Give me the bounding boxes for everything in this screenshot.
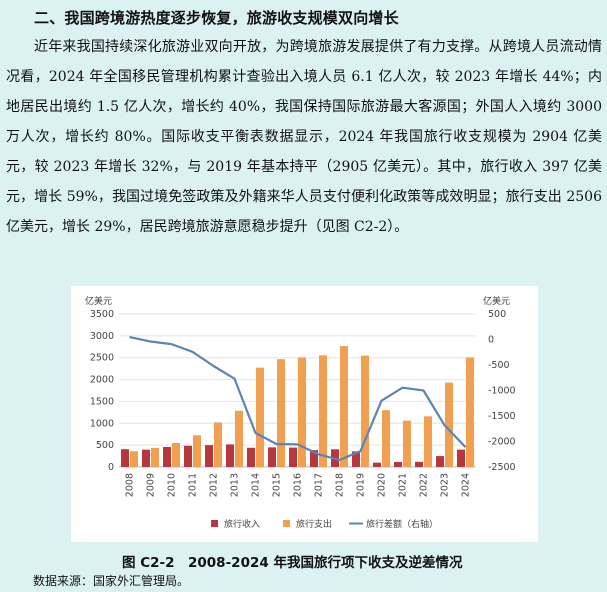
x-tick-label: 2012 xyxy=(209,473,220,497)
x-tick-label: 2015 xyxy=(272,473,283,497)
right-tick-label: -500 xyxy=(488,360,510,371)
x-tick-label: 2008 xyxy=(125,473,136,497)
x-tick-label: 2014 xyxy=(251,473,262,497)
legend-label: 旅行收入 xyxy=(224,518,260,530)
left-tick-label: 2000 xyxy=(90,375,114,386)
bar-expense xyxy=(361,355,369,467)
bar-expense xyxy=(277,359,285,467)
travel-balance-chart: 亿美元 亿美元 3500 3000 2500 2000 1500 1000 500 0 500 0 -5… xyxy=(71,286,538,542)
x-tick-label: 2020 xyxy=(377,473,388,497)
line-balance xyxy=(129,336,467,462)
data-source-note: 数据来源：国家外汇管理局。 xyxy=(33,574,190,588)
bar-income xyxy=(415,461,423,467)
x-tick-label: 2016 xyxy=(293,473,304,497)
bar-income xyxy=(352,451,360,467)
bar-income xyxy=(436,456,444,467)
left-tick-label: 1000 xyxy=(90,418,114,429)
bar-expense xyxy=(445,382,453,467)
legend-label: 旅行支出 xyxy=(296,518,332,530)
bar-expense xyxy=(403,420,411,467)
x-tick-label: 2011 xyxy=(188,473,199,497)
legend-label: 旅行差额（右轴） xyxy=(366,518,438,530)
bar-expense xyxy=(382,410,390,467)
right-tick-label: -1500 xyxy=(488,411,516,422)
bar-expense xyxy=(214,422,222,467)
bar-expense xyxy=(172,443,180,467)
x-tick-label: 2017 xyxy=(314,473,325,497)
x-tick-label: 2021 xyxy=(398,473,409,497)
legend-swatch xyxy=(283,520,290,527)
bar-expense xyxy=(151,447,159,467)
bar-expense xyxy=(340,346,348,467)
x-tick-label: 2010 xyxy=(167,473,178,497)
x-tick-label: 2009 xyxy=(146,473,157,497)
right-tick-label: -1000 xyxy=(488,386,516,397)
bar-expense xyxy=(466,357,474,467)
x-tick-label: 2023 xyxy=(440,473,451,497)
left-tick-label: 0 xyxy=(108,462,114,473)
bar-income xyxy=(226,444,234,467)
bar-income xyxy=(394,461,402,467)
x-tick-label: 2019 xyxy=(356,473,367,497)
right-tick-label: -2000 xyxy=(488,437,516,448)
bar-expense xyxy=(193,435,201,467)
section-heading: 二、我国跨境游热度逐步恢复，旅游收支规模双向增长 xyxy=(34,9,399,27)
x-tick-label: 2022 xyxy=(419,473,430,497)
bar-expense xyxy=(256,367,264,467)
bar-income xyxy=(457,449,465,467)
left-tick-label: 1500 xyxy=(90,396,114,407)
left-tick-label: 3500 xyxy=(90,309,114,320)
bar-income xyxy=(142,449,150,467)
bar-income xyxy=(310,450,318,467)
bar-income xyxy=(289,447,297,467)
right-tick-label: 0 xyxy=(488,335,494,346)
bar-income xyxy=(268,447,276,467)
right-axis-unit: 亿美元 xyxy=(483,295,510,307)
left-tick-label: 3000 xyxy=(90,331,114,342)
bar-expense xyxy=(424,416,432,467)
bar-expense xyxy=(130,451,138,467)
left-tick-label: 500 xyxy=(96,440,114,451)
body-paragraph: 近年来我国持续深化旅游业双向开放，为跨境旅游发展提供了有力支撑。从跨境人员流动情… xyxy=(6,39,602,235)
figure-caption: 图 C2-2 2008-2024 年我国旅行项下收支及逆差情况 xyxy=(122,555,463,571)
bar-income xyxy=(205,445,213,467)
x-tick-label: 2013 xyxy=(230,473,241,497)
bar-expense xyxy=(319,355,327,467)
chart-svg: 亿美元 亿美元 3500 3000 2500 2000 1500 1000 500 0 500 0 -5… xyxy=(85,295,516,530)
bar-income xyxy=(373,462,381,467)
bar-income xyxy=(163,446,171,467)
left-tick-label: 2500 xyxy=(90,353,114,364)
bar-income xyxy=(184,445,192,467)
bar-income xyxy=(121,449,129,467)
bar-expense xyxy=(235,410,243,467)
bar-expense xyxy=(298,357,306,467)
left-axis-unit: 亿美元 xyxy=(85,295,112,307)
bar-income xyxy=(247,447,255,467)
x-tick-label: 2018 xyxy=(335,473,346,497)
right-tick-label: -2500 xyxy=(488,462,516,473)
right-tick-label: 500 xyxy=(488,309,506,320)
legend-swatch xyxy=(211,520,218,527)
x-tick-label: 2024 xyxy=(461,473,472,497)
